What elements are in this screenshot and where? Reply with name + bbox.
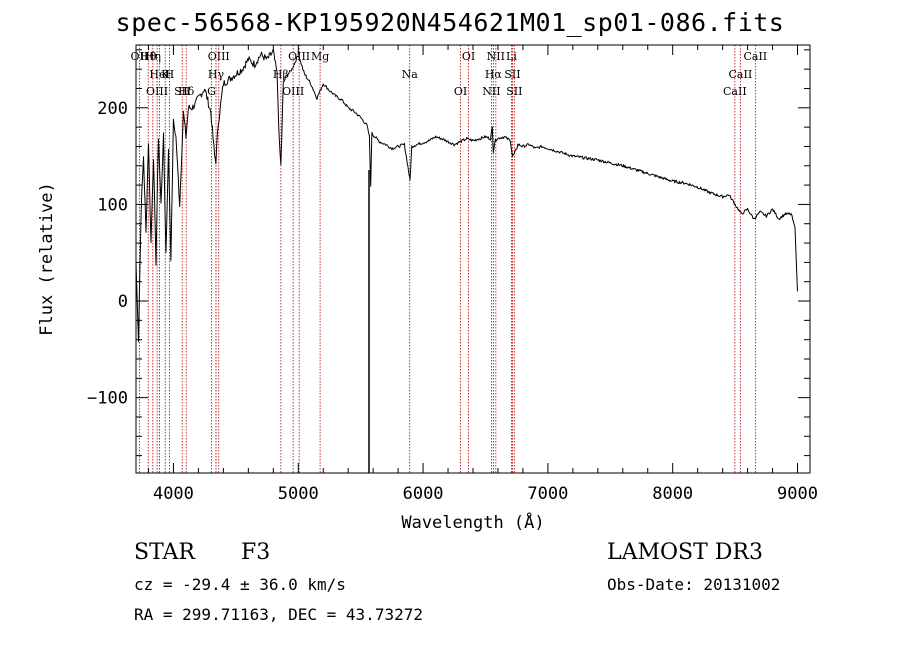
emission-line-label: CaII [723,85,747,98]
object-subclass: F3 [241,540,271,565]
emission-line-label: SII [174,85,190,98]
x-axis-label: Wavelength (Å) [401,511,544,533]
emission-line-label: SII [506,85,522,98]
page-title: spec-56568-KP195920N454621M01_sp01-086.f… [115,8,785,37]
emission-line-label: OIII [208,50,230,63]
emission-line-labels: HθKHδOIIHeISIIOIIIHγOIIIHηHGOIIIHβOIIIMg… [131,50,768,98]
emission-line-label: H [165,68,175,81]
object-class: STAR [134,540,195,565]
emission-line-label: Hη [145,50,161,63]
emission-line-label: CaII [729,68,753,81]
emission-line-label: HeI [149,68,169,81]
plot-frame [135,44,811,474]
coordinates: RA = 299.71163, DEC = 43.73272 [134,605,423,624]
emission-line-label: NII [482,85,500,98]
x-tick-label: 8000 [652,484,693,504]
x-axis: 4000 5000 6000 7000 8000 9000 [147,45,818,504]
emission-line-label: G [207,85,216,98]
emission-line-label: Mg [311,50,329,63]
y-axis-label: Flux (relative) [37,182,57,336]
x-tick-label: 9000 [777,484,818,504]
obs-date: Obs-Date: 20131002 [607,575,781,594]
emission-line-label: Hθ [140,50,157,63]
emission-line-label: Hδ [178,85,195,98]
y-tick-label: 0 [118,292,128,312]
emission-line-label: Li [506,50,517,63]
emission-line-label: CaII [743,50,767,63]
y-tick-label: 200 [97,99,128,119]
y-tick-label: −100 [87,389,128,409]
survey-name: LAMOST DR3 [607,540,763,565]
emission-line-label: OI [454,85,467,98]
emission-line-label: OII [131,50,149,63]
emission-line-label: Na [402,68,419,81]
emission-line-label: OIII [146,85,168,98]
x-tick-label: 4000 [153,484,194,504]
y-tick-label: 100 [97,195,128,215]
emission-line-label: Hγ [208,68,225,81]
emission-line-label: K [161,68,170,81]
emission-line-label: SII [504,68,520,81]
emission-line-label: NII [487,50,505,63]
emission-line-label: Hβ [273,68,289,81]
x-tick-label: 6000 [403,484,444,504]
emission-line-label: OIII [288,50,310,63]
spectrum-line [135,49,798,343]
spectrum-chart: HθKHδOIIHeISIIOIIIHγOIIIHηHGOIIIHβOIIIMg… [37,44,818,533]
emission-line-label: Hα [485,68,503,81]
emission-line-label: OI [462,50,475,63]
y-axis: −100 0 100 200 [87,49,810,457]
x-tick-label: 7000 [527,484,568,504]
emission-line-markers [138,45,756,473]
redshift-text: cz = -29.4 ± 36.0 km/s [134,575,346,594]
emission-line-label: OIII [282,85,304,98]
x-tick-label: 5000 [278,484,319,504]
